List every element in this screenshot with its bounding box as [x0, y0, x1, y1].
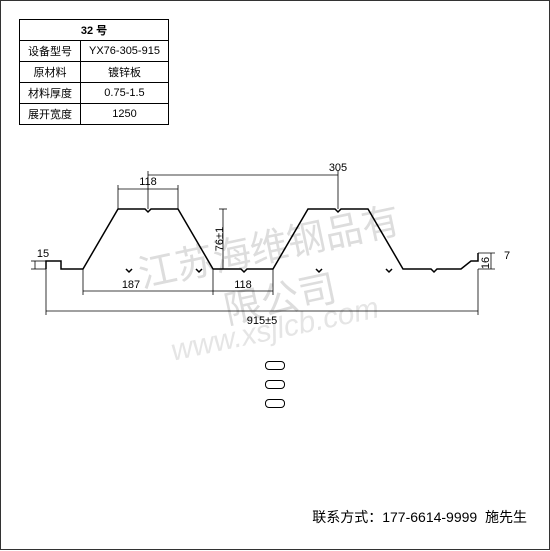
- dim-right-lip: 7: [504, 250, 510, 262]
- dim-total-width: 915±5: [247, 315, 278, 327]
- contact-line: 联系方式：177-6614-9999 施先生: [312, 507, 527, 527]
- slot-icon: [265, 380, 285, 389]
- drawing-canvas: 32 号 设备型号YX76-305-915 原材料镀锌板 材料厚度0.75-1.…: [0, 0, 550, 550]
- slot-icon: [265, 399, 285, 408]
- dim-right-edge: 16: [480, 257, 492, 269]
- deck-profile: [46, 209, 478, 272]
- dim-crest-span: 305: [329, 162, 347, 174]
- slot-holes: [265, 351, 285, 418]
- contact-label: 联系方式：: [312, 509, 382, 525]
- profile-diagram: 118 305 15 76±1 187 118: [1, 1, 550, 551]
- dim-left-height: 15: [37, 248, 49, 260]
- dim-trough-flat: 118: [234, 279, 252, 291]
- contact-phone: 177-6614-9999: [382, 509, 477, 525]
- dim-trough-span: 187: [122, 279, 140, 291]
- contact-name: 施先生: [485, 509, 527, 525]
- slot-icon: [265, 361, 285, 370]
- dim-rib-height: 76±1: [214, 227, 226, 251]
